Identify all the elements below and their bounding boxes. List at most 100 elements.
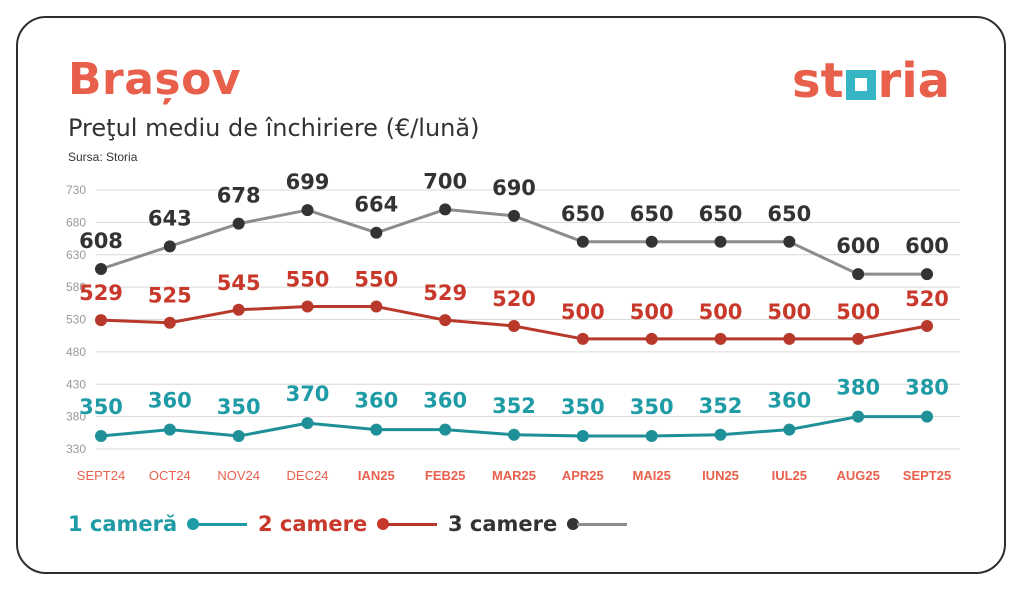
data-point (232, 303, 245, 316)
data-label: 550 (286, 268, 330, 292)
y-tick-label: 380 (66, 410, 86, 424)
data-point (921, 410, 933, 423)
data-point (301, 204, 314, 217)
y-tick-label: 330 (66, 442, 86, 456)
data-point (301, 417, 314, 430)
data-label: 350 (630, 395, 674, 419)
data-point (163, 240, 176, 253)
page-title: Brașov (68, 54, 242, 105)
data-point (508, 428, 520, 441)
data-label: 500 (561, 300, 605, 324)
legend-line-3-camere (577, 522, 628, 526)
legend-marker-3-camere (567, 518, 580, 530)
data-label: 350 (217, 395, 261, 419)
data-label: 520 (905, 287, 949, 311)
x-tick-label: NOV24 (217, 468, 260, 483)
data-point (783, 423, 796, 436)
data-point (783, 235, 796, 248)
data-point (370, 423, 383, 436)
data-point (576, 332, 589, 345)
data-point (163, 316, 176, 329)
data-point (95, 262, 107, 275)
data-point (852, 410, 865, 423)
legend-label-2-camere: 2 camere (258, 512, 368, 536)
data-label: 380 (905, 376, 949, 400)
data-point (576, 235, 589, 248)
data-point (232, 430, 245, 443)
x-tick-label: IUL25 (772, 468, 807, 483)
legend-item-3-camere: 3 camere (448, 512, 628, 536)
data-point (508, 319, 520, 332)
data-point (921, 268, 933, 281)
data-point (439, 423, 452, 436)
data-label: 699 (286, 170, 330, 194)
data-point (645, 430, 658, 443)
data-label: 545 (217, 271, 261, 295)
data-label: 360 (148, 389, 192, 413)
legend-label-1-camera: 1 cameră (68, 512, 178, 536)
data-label: 678 (217, 184, 261, 208)
data-label: 650 (561, 202, 605, 226)
data-point (95, 430, 107, 443)
y-tick-label: 430 (66, 377, 86, 391)
data-label: 380 (836, 376, 880, 400)
data-label: 650 (767, 202, 811, 226)
data-point (301, 300, 314, 313)
y-tick-label: 530 (66, 313, 86, 327)
x-tick-label: DEC24 (287, 468, 329, 483)
data-point (95, 314, 107, 327)
data-label: 529 (79, 281, 123, 305)
chart-subtitle: Preţul mediu de închiriere (€/lună) (68, 114, 480, 142)
data-label: 500 (767, 300, 811, 324)
data-label: 600 (836, 234, 880, 258)
chart-card (16, 16, 1006, 574)
logo-text-end: ria (877, 53, 951, 109)
data-point (852, 268, 865, 281)
data-point (714, 235, 727, 248)
data-label: 360 (423, 389, 467, 413)
x-tick-label: MAI25 (633, 468, 671, 483)
x-tick-label: SEPT25 (903, 468, 951, 483)
legend-label-3-camere: 3 camere (448, 512, 558, 536)
data-label: 664 (354, 193, 398, 217)
data-point (439, 314, 452, 327)
data-label: 352 (699, 394, 743, 418)
logo-text-start: st (792, 53, 844, 109)
data-label: 600 (905, 234, 949, 258)
data-point (714, 428, 727, 441)
data-label: 360 (767, 389, 811, 413)
data-point (921, 319, 933, 332)
x-tick-label: IUN25 (702, 468, 739, 483)
x-tick-label: IAN25 (358, 468, 395, 483)
x-tick-label: OCT24 (149, 468, 191, 483)
data-label: 500 (630, 300, 674, 324)
y-tick-label: 730 (66, 183, 86, 197)
data-label: 500 (699, 300, 743, 324)
y-tick-label: 680 (66, 215, 86, 229)
y-tick-label: 580 (66, 280, 86, 294)
data-label: 500 (836, 300, 880, 324)
x-tick-label: SEPT24 (77, 468, 125, 483)
data-label: 525 (148, 284, 192, 308)
data-point (645, 235, 658, 248)
data-point (576, 430, 589, 443)
data-label: 650 (630, 202, 674, 226)
data-label: 643 (148, 206, 192, 230)
data-label: 350 (561, 395, 605, 419)
data-point (370, 226, 383, 239)
y-tick-label: 480 (66, 345, 86, 359)
data-point (163, 423, 176, 436)
data-point (714, 332, 727, 345)
x-tick-label: APR25 (562, 468, 604, 483)
storia-logo: st ria (792, 53, 950, 109)
data-point (508, 209, 520, 222)
data-label: 608 (79, 229, 123, 253)
y-tick-label: 630 (66, 248, 86, 262)
legend-marker-2-camere (377, 518, 390, 530)
legend-line-2-camere (387, 522, 438, 526)
data-label: 352 (492, 394, 536, 418)
data-point (645, 332, 658, 345)
legend-line-1-camera (197, 522, 248, 526)
data-point (370, 300, 383, 313)
data-label: 550 (354, 268, 398, 292)
